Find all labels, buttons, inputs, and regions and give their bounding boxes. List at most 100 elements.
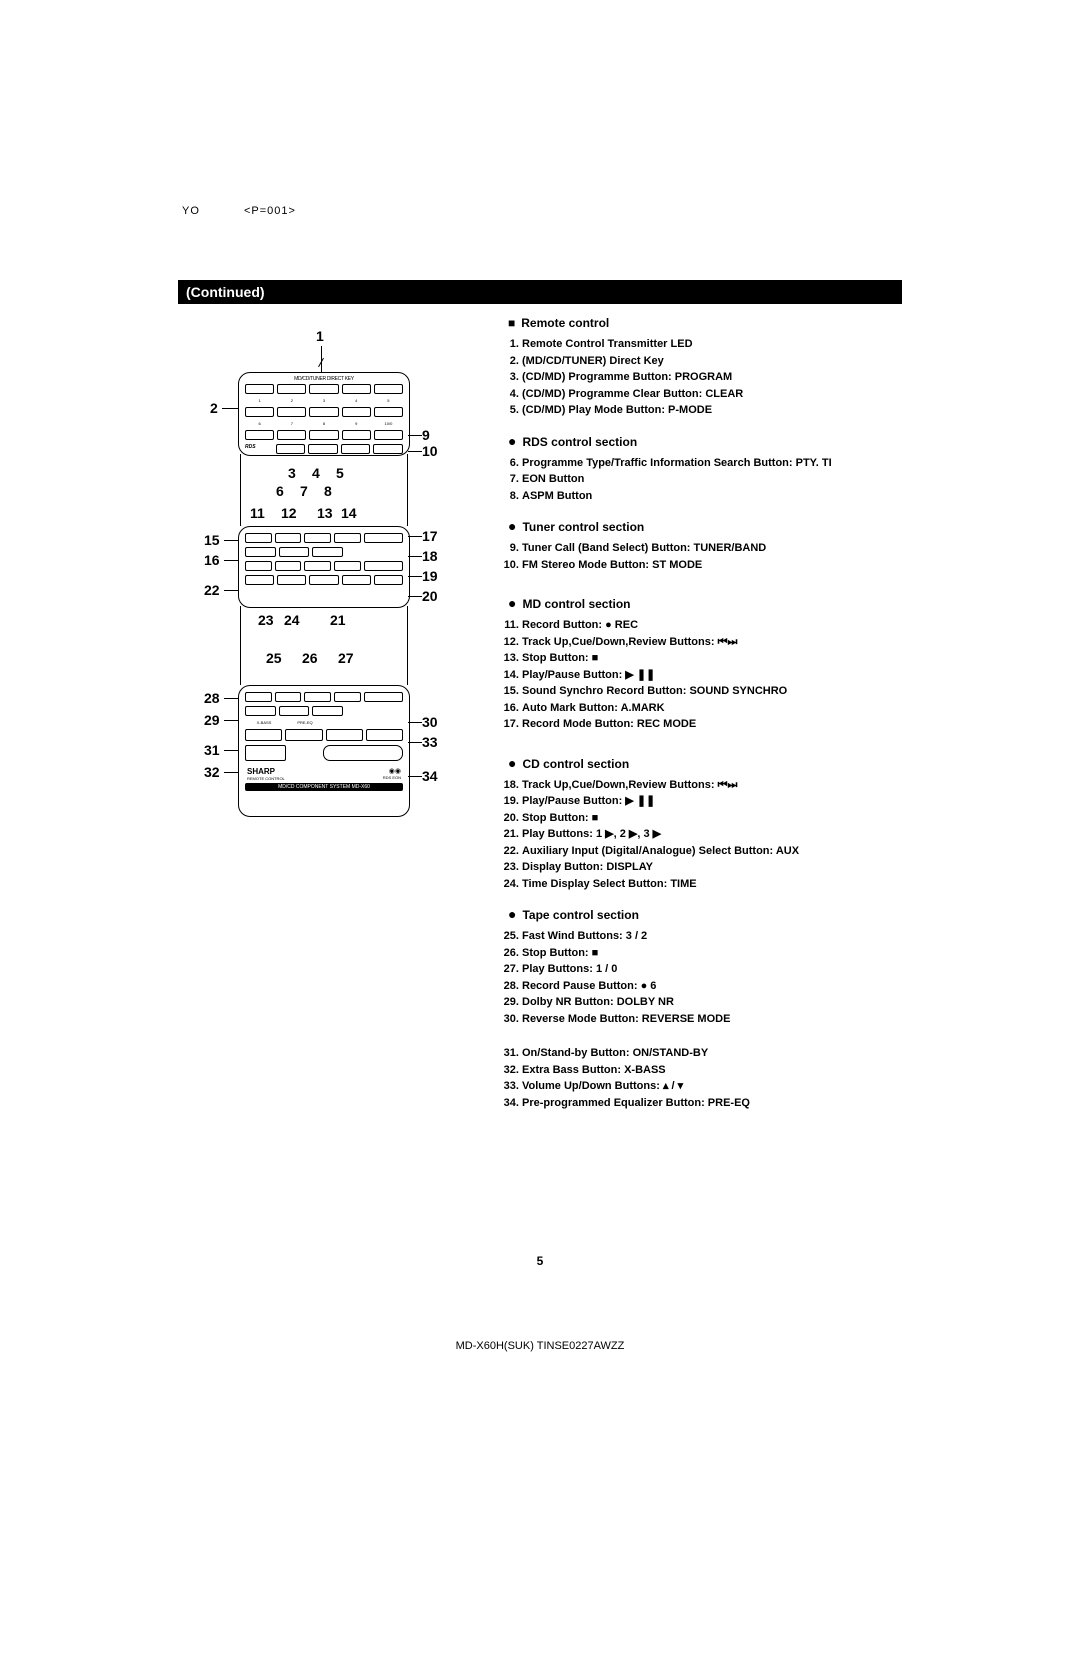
key-amark (279, 547, 310, 557)
item-8: ASPM Button (522, 488, 902, 505)
continued-bar: (Continued) (178, 280, 902, 304)
key-cd-stop (334, 561, 361, 571)
item-6: Programme Type/Traffic Information Searc… (522, 455, 902, 472)
sub-rds: RDS EON (383, 775, 401, 780)
callout-16: 16 (204, 552, 220, 568)
key-cd-play (364, 561, 403, 571)
key-time (277, 575, 306, 585)
item-30: Reverse Mode Button: REVERSE MODE (522, 1011, 902, 1028)
text-column: ■Remote control Remote Control Transmitt… (478, 310, 902, 1117)
row-1-labels: 1 2 3 4 5 (239, 396, 409, 405)
key-10 (374, 407, 403, 417)
callout-26: 26 (302, 650, 318, 666)
callout-29: 29 (204, 712, 220, 728)
rds-items: Programme Type/Traffic Information Searc… (522, 455, 902, 505)
callout-25: 25 (266, 650, 282, 666)
item-25: Fast Wind Buttons: 3 / 2 (522, 928, 902, 945)
remote-top-block: MD/CD/TUNER DIRECT KEY 1 2 3 4 5 (238, 372, 410, 456)
item-18: Track Up,Cue/Down,Review Buttons: ⏮⏭ (522, 777, 902, 794)
key-synchro (245, 547, 276, 557)
sub-remote: REMOTE CONTROL (247, 776, 285, 781)
row-2 (239, 405, 409, 419)
callout-6: 6 (276, 483, 284, 499)
callout-30: 30 (422, 714, 438, 730)
callout-12: 12 (281, 505, 297, 521)
key-5 (374, 384, 403, 394)
key-gt10 (245, 430, 274, 440)
item-14: Play/Pause Button: ▶ ❚❚ (522, 667, 902, 684)
key-rec (245, 533, 272, 543)
key-tuner (374, 430, 403, 440)
power-row-labels: X-BASS PRE-EQ (239, 718, 409, 727)
callout-19: 19 (422, 568, 438, 584)
item-7: EON Button (522, 471, 902, 488)
key-volume (323, 745, 403, 761)
remote-bot-block: X-BASS PRE-EQ SHARP REMOTE CONTROL (238, 685, 410, 817)
md-row-2 (239, 545, 409, 559)
power-row-2 (239, 743, 409, 763)
item-34: Pre-programmed Equalizer Button: PRE-EQ (522, 1095, 902, 1112)
section-rds: ●RDS control section (508, 433, 902, 451)
callout-1: 1 (316, 328, 324, 344)
item-28: Record Pause Button: ● 6 (522, 978, 902, 995)
content-row: MD/CD/TUNER DIRECT KEY 1 2 3 4 5 (178, 310, 902, 1117)
cd-row-1 (239, 559, 409, 573)
remote-figure: MD/CD/TUNER DIRECT KEY 1 2 3 4 5 (178, 310, 478, 1010)
footer-model: MD-X60H(SUK) TINSE0227AWZZ (0, 1340, 1080, 1352)
tape-row-2 (239, 704, 409, 718)
key-tape-stop (304, 692, 331, 702)
key-8 (309, 407, 338, 417)
key-rec-pause (245, 706, 276, 716)
brand: SHARP (247, 767, 285, 776)
item-26: Stop Button: ■ (522, 945, 902, 962)
item-2: (MD/CD/TUNER) Direct Key (522, 353, 902, 370)
callout-7: 7 (300, 483, 308, 499)
key-voldn (366, 729, 403, 741)
key-volup (326, 729, 363, 741)
row-2-labels: 6 7 8 9 10/0 (239, 419, 409, 428)
callout-5: 5 (336, 465, 344, 481)
callout-22: 22 (204, 582, 220, 598)
callout-27: 27 (338, 650, 354, 666)
section-tape: ●Tape control section (508, 906, 902, 924)
key-program (277, 430, 306, 440)
callout-9: 9 (422, 427, 430, 443)
key-md-stop (334, 533, 361, 543)
power-items: On/Stand-by Button: ON/STAND-BY Extra Ba… (522, 1045, 902, 1111)
model-bar: MD/CD COMPONENT SYSTEM MD-X60 (245, 783, 403, 791)
cd-row-2 (239, 573, 409, 587)
key-dolby (279, 706, 310, 716)
key-p1 (309, 575, 338, 585)
key-rew (245, 692, 272, 702)
remote-mid-block (238, 526, 410, 608)
tuner-items: Tuner Call (Band Select) Button: TUNER/B… (522, 540, 902, 573)
md-items: Record Button: ● REC Track Up,Cue/Down,R… (522, 617, 902, 733)
key-1 (245, 384, 274, 394)
key-4 (342, 384, 371, 394)
callout-33: 33 (422, 734, 438, 750)
key-cd-prev (275, 561, 302, 571)
item-3: (CD/MD) Programme Button: PROGRAM (522, 369, 902, 386)
key-xbass (245, 729, 282, 741)
callout-32: 32 (204, 764, 220, 780)
page-number: 5 (0, 1254, 1080, 1268)
cd-items: Track Up,Cue/Down,Review Buttons: ⏮⏭ Pla… (522, 777, 902, 893)
key-3 (309, 384, 338, 394)
section-cd: ●CD control section (508, 755, 902, 773)
key-pmode (342, 430, 371, 440)
item-32: Extra Bass Button: X-BASS (522, 1062, 902, 1079)
item-5: (CD/MD) Play Mode Button: P-MODE (522, 402, 902, 419)
tape-row-1 (239, 690, 409, 704)
item-29: Dolby NR Button: DOLBY NR (522, 994, 902, 1011)
callout-10: 10 (422, 443, 438, 459)
rds-label: RDS (245, 444, 273, 454)
item-33: Volume Up/Down Buttons: ▴ / ▾ (522, 1078, 902, 1095)
section-remote: ■Remote control (508, 314, 902, 332)
item-10: FM Stereo Mode Button: ST MODE (522, 557, 902, 574)
key-tape-playL (334, 692, 361, 702)
key-preeq (285, 729, 322, 741)
md-row-1 (239, 531, 409, 545)
key-md-prev (275, 533, 302, 543)
callout-11: 11 (250, 505, 265, 521)
callout-20: 20 (422, 588, 438, 604)
